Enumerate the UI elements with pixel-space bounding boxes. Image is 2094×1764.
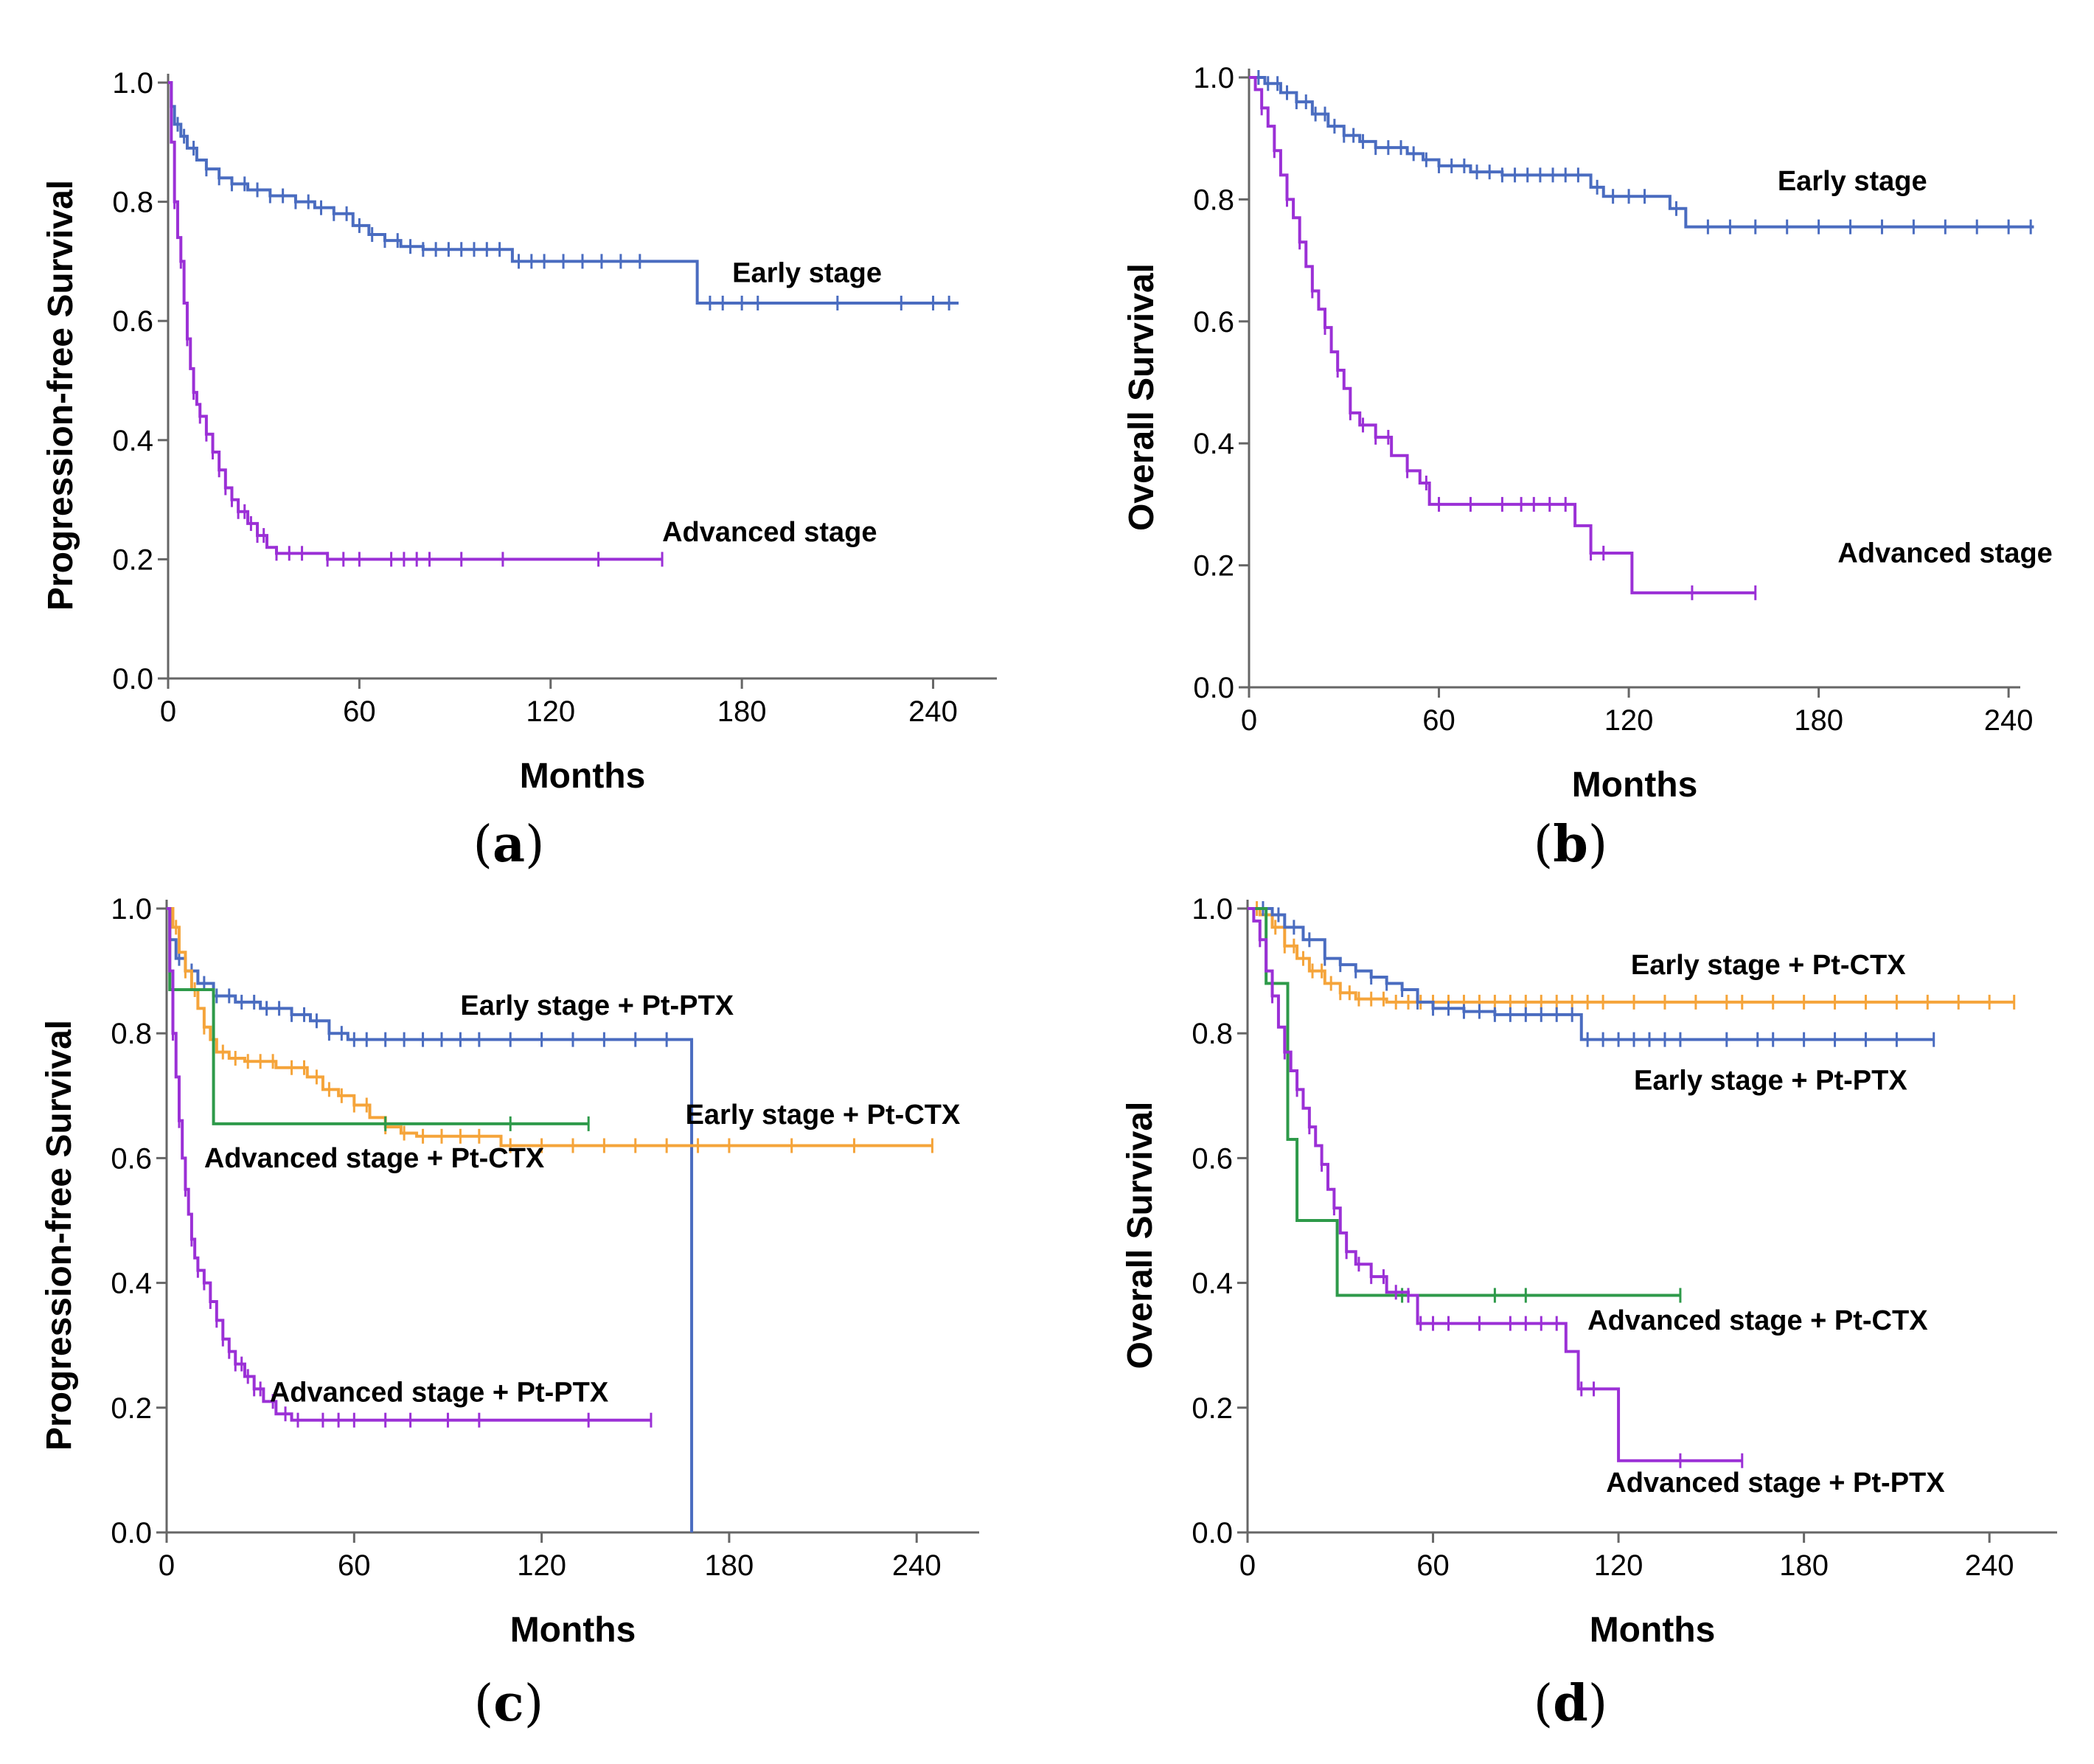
km-plot-panel-a: 0.0 0.2 0.4 0.6 0.8 1.0 0 60 120 180 240 Months Prog…: [41, 67, 997, 796]
y-tick-label: 0.6: [111, 1142, 152, 1175]
y-tick-label: 0.8: [1193, 184, 1234, 216]
y-tick-label: 0.2: [112, 544, 153, 576]
series-advanced-stage-pt-ptx: Advanced stage + Pt-PTX: [167, 907, 653, 1428]
y-tick-label: 0.4: [112, 425, 153, 457]
axes: 0.0 0.2 0.4 0.6 0.8 1.0 0 60 120 180 240: [111, 893, 979, 1582]
curve-label-advanced-stage: Advanced stage: [1837, 538, 2052, 569]
series-early-stage-pt-ctx: Early stage + Pt-CTX: [167, 907, 961, 1153]
km-curve: [168, 81, 663, 561]
curve-label-early-stage-pt-ctx: Early stage + Pt-CTX: [686, 1100, 961, 1131]
x-tick-label: 240: [1965, 1549, 2014, 1582]
series-advanced-stage: Advanced stage: [1249, 76, 2053, 600]
y-tick-label: 0.0: [1192, 1517, 1233, 1549]
series-early-stage-pt-ctx: Early stage + Pt-CTX: [1248, 901, 2016, 1010]
curve-label-advanced-stage-pt-ctx: Advanced stage + Pt-CTX: [204, 1143, 545, 1174]
series-early-stage-pt-ptx: Early stage + Pt-PTX: [1248, 901, 1935, 1096]
y-tick-label: 0.8: [112, 187, 153, 219]
series-early-stage: Early stage: [1249, 70, 2034, 235]
series-advanced-stage-pt-ctx: Advanced stage + Pt-CTX: [167, 907, 590, 1174]
x-tick-label: 240: [908, 695, 958, 728]
y-tick-label: 0.0: [112, 663, 153, 695]
y-tick-label: 1.0: [112, 67, 153, 100]
y-tick-label: 0.4: [1192, 1268, 1233, 1300]
y-tick-label: 0.2: [1192, 1392, 1233, 1425]
y-tick-label: 1.0: [111, 893, 152, 926]
curve-label-early-stage-pt-ptx: Early stage + Pt-PTX: [460, 990, 734, 1021]
x-axis-title: Months: [1590, 1611, 1716, 1650]
x-tick-label: 60: [343, 695, 376, 728]
series-early-stage: Early stage: [168, 81, 959, 310]
y-axis-title: Progression-free Survival: [41, 180, 80, 611]
curve-label-advanced-stage-pt-ctx: Advanced stage + Pt-CTX: [1587, 1305, 1928, 1336]
km-plot-panel-d: 0.0 0.2 0.4 0.6 0.8 1.0 0 60 120 180 240 Months Over…: [1121, 893, 2057, 1650]
y-tick-label: 0.2: [111, 1392, 152, 1425]
km-curve: [1248, 907, 2014, 1004]
km-plot-panel-b: 0.0 0.2 0.4 0.6 0.8 1.0 0 60 120 180 240 Months Over…: [1122, 62, 2053, 805]
x-tick-label: 120: [526, 695, 575, 728]
y-tick-label: 0.8: [1192, 1018, 1233, 1050]
y-tick-label: 0.4: [1193, 428, 1234, 460]
curve-label-early-stage: Early stage: [732, 258, 882, 289]
curve-label-advanced-stage-pt-ptx: Advanced stage + Pt-PTX: [1606, 1468, 1945, 1499]
curve-label-early-stage-pt-ptx: Early stage + Pt-PTX: [1634, 1065, 1907, 1096]
y-tick-label: 0.8: [111, 1018, 152, 1050]
x-axis-title: Months: [520, 757, 646, 796]
curve-label-early-stage: Early stage: [1778, 166, 1927, 197]
y-tick-label: 1.0: [1193, 62, 1234, 94]
km-curve: [1249, 76, 1756, 594]
x-tick-label: 180: [717, 695, 767, 728]
y-tick-label: 1.0: [1192, 893, 1233, 926]
x-tick-label: 240: [892, 1549, 942, 1582]
series-advanced-stage: Advanced stage: [168, 81, 877, 567]
x-tick-label: 240: [1984, 704, 2034, 737]
y-tick-label: 0.6: [112, 305, 153, 338]
series-advanced-stage-pt-ptx: Advanced stage + Pt-PTX: [1248, 907, 1945, 1499]
km-curve: [1248, 907, 1742, 1462]
panel-label-c: (c): [473, 1674, 544, 1733]
axes: 0.0 0.2 0.4 0.6 0.8 1.0 0 60 120 180 240: [1193, 62, 2033, 737]
y-tick-label: 0.2: [1193, 550, 1234, 583]
curve-label-advanced-stage-pt-ptx: Advanced stage + Pt-PTX: [270, 1377, 609, 1408]
x-axis-title: Months: [510, 1611, 636, 1650]
x-tick-label: 180: [705, 1549, 754, 1582]
y-axis-title: Overall Survival: [1122, 263, 1161, 531]
series-early-stage-pt-ptx: Early stage + Pt-PTX: [167, 907, 734, 1532]
panel-label-a: (a): [473, 815, 545, 874]
x-tick-label: 0: [160, 695, 176, 728]
x-tick-label: 60: [338, 1549, 371, 1582]
x-tick-label: 180: [1779, 1549, 1829, 1582]
x-tick-label: 0: [1239, 1549, 1256, 1582]
curve-label-advanced-stage: Advanced stage: [662, 517, 877, 548]
km-curve: [1249, 76, 2034, 229]
panel-label-b: (b): [1533, 815, 1608, 874]
y-tick-label: 0.6: [1193, 306, 1234, 338]
x-tick-label: 120: [1604, 704, 1654, 737]
x-tick-label: 180: [1794, 704, 1843, 737]
y-tick-label: 0.4: [111, 1268, 152, 1300]
y-axis-title: Progression-free Survival: [40, 1020, 79, 1451]
x-axis-title: Months: [1572, 765, 1698, 805]
x-tick-label: 60: [1422, 704, 1455, 737]
x-tick-label: 60: [1416, 1549, 1450, 1582]
x-tick-label: 120: [517, 1549, 566, 1582]
y-tick-label: 0.0: [111, 1517, 152, 1549]
x-tick-label: 0: [1241, 704, 1257, 737]
panel-label-d: (d): [1533, 1674, 1608, 1733]
curve-label-early-stage-pt-ctx: Early stage + Pt-CTX: [1631, 950, 1906, 981]
km-plot-panel-c: 0.0 0.2 0.4 0.6 0.8 1.0 0 60 120 180 240 Months Prog…: [40, 893, 979, 1650]
axes: 0.0 0.2 0.4 0.6 0.8 1.0 0 60 120 180 240: [112, 67, 997, 728]
y-axis-title: Overall Survival: [1121, 1102, 1160, 1369]
x-tick-label: 0: [159, 1549, 175, 1582]
x-tick-label: 120: [1594, 1549, 1643, 1582]
y-tick-label: 0.0: [1193, 672, 1234, 704]
axes: 0.0 0.2 0.4 0.6 0.8 1.0 0 60 120 180 240: [1192, 893, 2057, 1582]
y-tick-label: 0.6: [1192, 1142, 1233, 1175]
